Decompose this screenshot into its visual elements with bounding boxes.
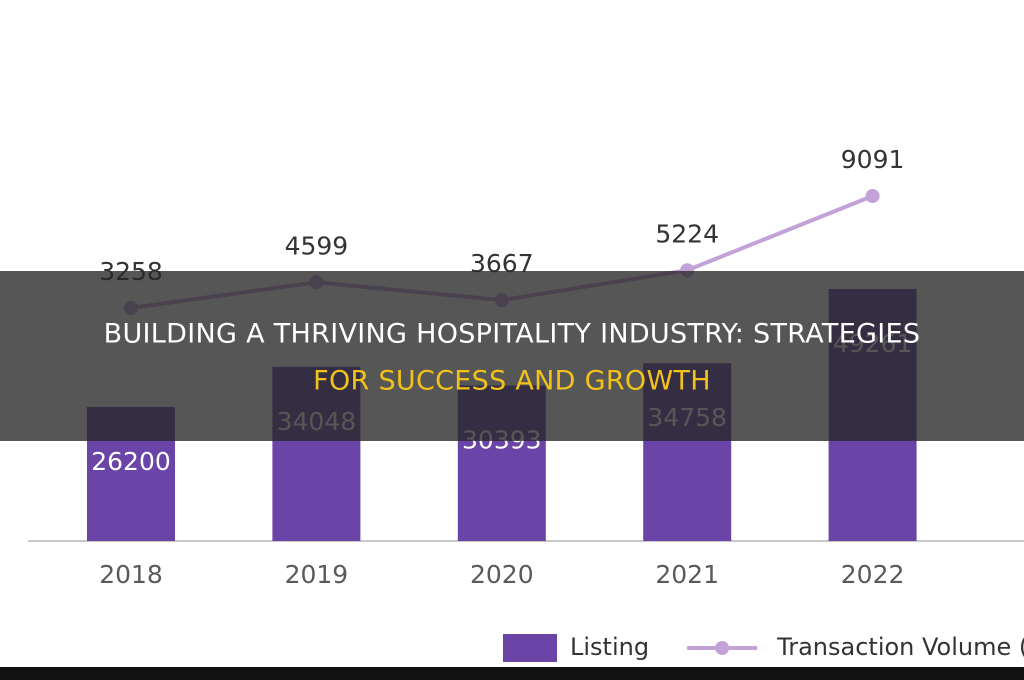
banner-overlay bbox=[0, 271, 1024, 441]
legend-label: Listing bbox=[570, 633, 649, 661]
line-point bbox=[865, 189, 880, 203]
line-value-label: 5224 bbox=[655, 219, 719, 248]
x-tick-label: 2021 bbox=[655, 560, 719, 589]
line-value-label: 4599 bbox=[285, 231, 349, 260]
banner-title: BUILDING A THRIVING HOSPITALITY INDUSTRY… bbox=[104, 319, 921, 350]
banner-subtitle: FOR SUCCESS AND GROWTH bbox=[313, 366, 711, 397]
legend-label: Transaction Volume (B bbox=[776, 633, 1024, 661]
x-tick-label: 2019 bbox=[285, 560, 349, 589]
x-tick-label: 2020 bbox=[470, 560, 534, 589]
x-tick-label: 2018 bbox=[99, 560, 163, 589]
x-tick-label: 2022 bbox=[841, 560, 905, 589]
legend-swatch-point bbox=[715, 641, 730, 655]
legend: Listing Transaction Volume (B bbox=[503, 633, 1024, 662]
legend-swatch bbox=[503, 634, 557, 662]
bar-value-label: 26200 bbox=[91, 447, 171, 476]
line-value-label: 9091 bbox=[841, 145, 905, 174]
bottom-strip bbox=[0, 667, 1024, 680]
